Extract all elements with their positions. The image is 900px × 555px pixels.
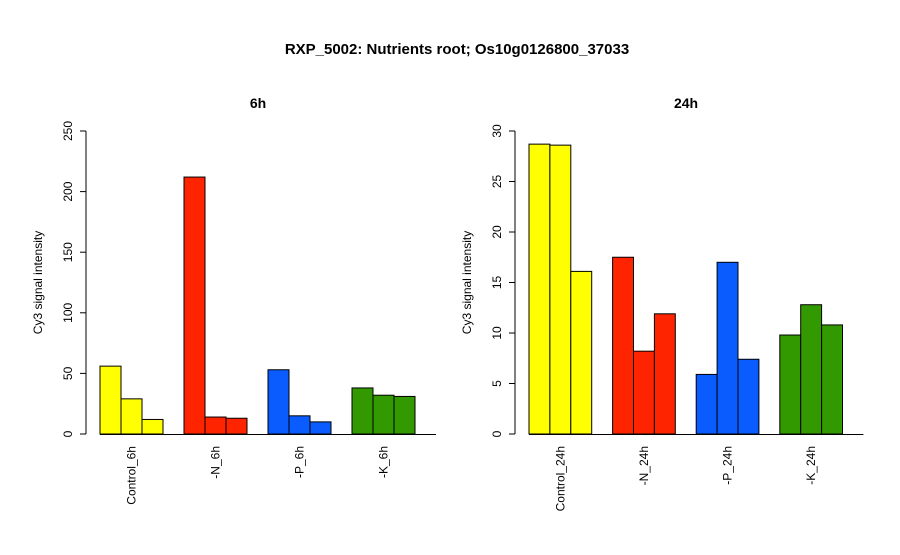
bar bbox=[549, 144, 572, 435]
x-tick-label: Control_6h bbox=[125, 446, 139, 505]
x-tick-label: -N_24h bbox=[637, 446, 651, 485]
bar bbox=[570, 270, 593, 435]
main-title: RXP_5002: Nutrients root; Os10g0126800_3… bbox=[285, 41, 629, 58]
bar bbox=[779, 334, 802, 435]
y-tick-label: 25 bbox=[490, 175, 504, 189]
x-tick-label: -P_6h bbox=[293, 446, 307, 478]
bar bbox=[653, 313, 676, 435]
bar bbox=[393, 395, 416, 435]
y-tick-label: 50 bbox=[61, 366, 75, 380]
bar bbox=[737, 358, 760, 435]
chart-panel: 6h Control_6h -N_6h -P_6h -K_6h 0 50 100 150 200 2… bbox=[31, 95, 436, 505]
y-tick-label: 5 bbox=[490, 380, 504, 387]
panel-title: 6h bbox=[250, 95, 266, 111]
bar bbox=[821, 324, 843, 435]
bar bbox=[204, 416, 227, 435]
y-axis-label: Cy3 signal intensity bbox=[31, 231, 45, 334]
bar bbox=[528, 143, 551, 435]
y-tick-label: 15 bbox=[490, 276, 504, 290]
y-tick-label: 10 bbox=[490, 326, 504, 340]
chart-panel: 24h Control_24h -N_24h -P_24h -K_24h 0 5 10 15 20… bbox=[460, 95, 864, 511]
y-tick-label: 200 bbox=[61, 181, 75, 201]
bar bbox=[183, 176, 206, 435]
x-tick-label: -K_6h bbox=[377, 446, 391, 478]
y-tick-label: 30 bbox=[490, 124, 504, 138]
bar bbox=[309, 421, 332, 435]
x-tick-label: -P_24h bbox=[721, 446, 735, 485]
panel-title: 24h bbox=[674, 95, 698, 111]
bar bbox=[288, 415, 311, 435]
bar bbox=[372, 394, 395, 435]
y-tick-label: 20 bbox=[490, 225, 504, 239]
bar bbox=[800, 304, 823, 435]
bar bbox=[351, 387, 374, 435]
bar bbox=[120, 398, 143, 435]
bar bbox=[612, 256, 634, 435]
x-tick-label: Control_24h bbox=[553, 446, 567, 511]
x-tick-label: -N_6h bbox=[209, 446, 223, 479]
x-tick-label: -K_24h bbox=[804, 446, 818, 485]
y-tick-label: 0 bbox=[490, 430, 504, 437]
y-tick-label: 250 bbox=[61, 121, 75, 141]
y-axis-label: Cy3 signal intensity bbox=[460, 231, 474, 334]
bar bbox=[716, 261, 739, 435]
bar bbox=[141, 418, 164, 435]
bar bbox=[225, 417, 248, 435]
bar bbox=[633, 350, 655, 435]
bar bbox=[695, 373, 718, 435]
y-tick-label: 0 bbox=[61, 430, 75, 437]
y-tick-label: 150 bbox=[61, 242, 75, 262]
bar bbox=[99, 365, 122, 435]
y-tick-label: 100 bbox=[61, 302, 75, 322]
bar bbox=[267, 369, 290, 435]
